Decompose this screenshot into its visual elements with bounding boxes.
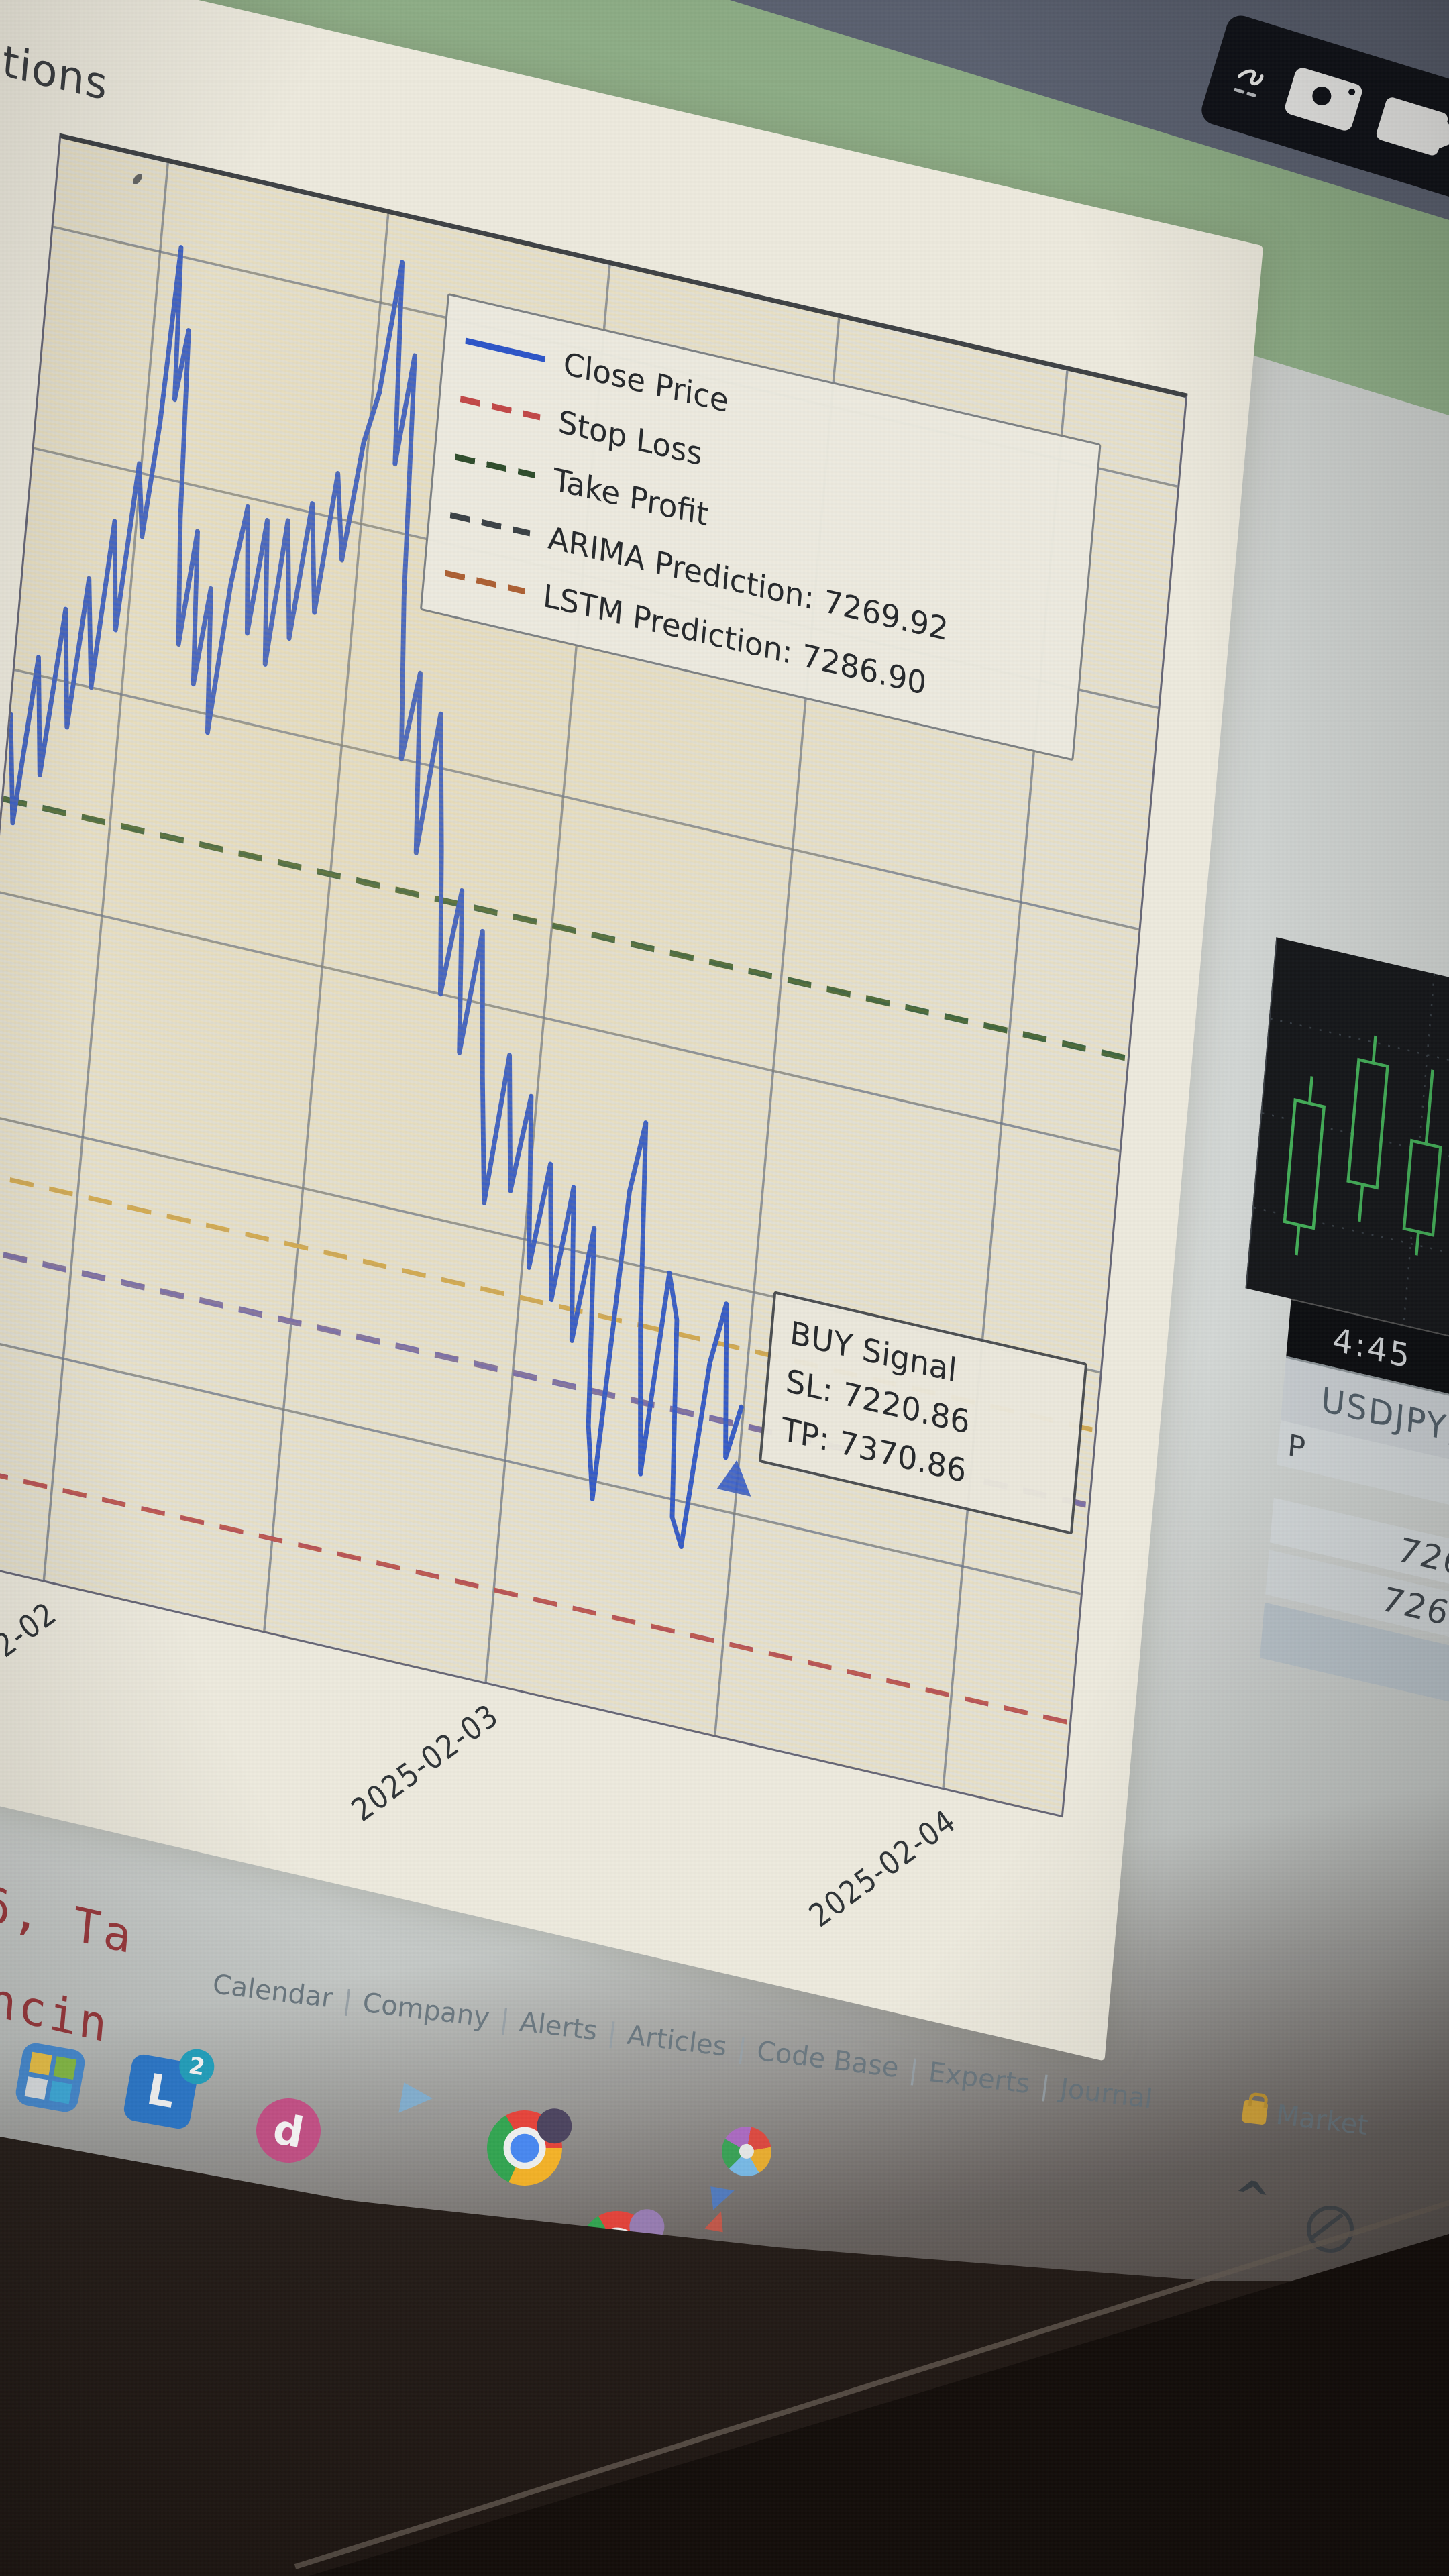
figure-title-fragment: ictions (0, 28, 110, 111)
screen-recorder-toolbar (1197, 12, 1449, 222)
status-separator: | (498, 2004, 511, 2036)
status-separator: | (606, 2017, 619, 2049)
videocam-icon[interactable] (1375, 95, 1449, 157)
market-bag-icon (1241, 2099, 1269, 2125)
x-tick-text: 2025-02-03 (345, 1697, 506, 1829)
tray-chevron-icon[interactable]: ^ (1229, 2169, 1274, 2226)
status-separator: | (1038, 2070, 1052, 2102)
camera-icon[interactable] (1283, 66, 1364, 133)
matplotlib-figure-window: ictions Close Price Stop Loss Take Profit A… (0, 0, 1264, 2061)
console-log-fragment-2: erencin (0, 1949, 112, 2054)
pen-icon[interactable] (1230, 54, 1272, 101)
windows-start-icon[interactable] (13, 2041, 87, 2114)
x-tick-text: 2025-02-02 (0, 1595, 64, 1727)
chart-axes: Close Price Stop Loss Take Profit ARIMA Pre… (0, 133, 1188, 1935)
console-log-fragment-1: .86, Ta (0, 1861, 136, 1966)
send-icon[interactable] (398, 2082, 435, 2118)
x-tick-text: 2025-02-04 (803, 1803, 964, 1935)
x-tick-labels: 2025-02-02 2025-02-03 2025-02-04 (0, 138, 1185, 1935)
kite-icon[interactable] (706, 2186, 735, 2213)
mt-candlestick-chart (1245, 937, 1449, 1396)
l2-letter: L (143, 2065, 179, 2118)
status-separator: | (341, 1984, 354, 2017)
d-letter: d (269, 2104, 308, 2157)
candles (1253, 973, 1449, 1326)
status-separator: | (735, 2033, 749, 2065)
mt-panel-letter: P (1286, 1427, 1307, 1466)
status-separator: | (907, 2054, 920, 2086)
l2-app-icon[interactable]: L 2 (122, 2046, 217, 2131)
